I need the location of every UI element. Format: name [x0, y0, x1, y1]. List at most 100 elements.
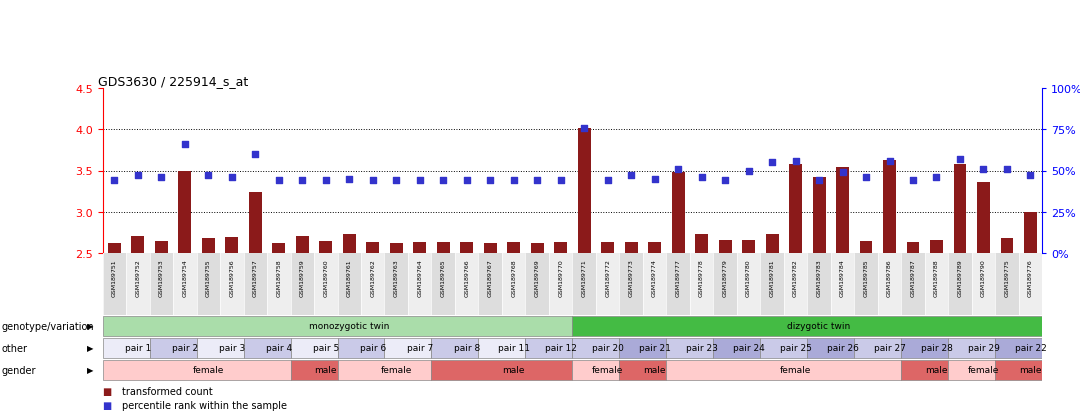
Text: GSM189789: GSM189789 — [958, 259, 962, 296]
Bar — [878, 254, 902, 315]
Bar — [760, 338, 808, 358]
Bar — [337, 338, 384, 358]
Text: pair 2: pair 2 — [172, 344, 198, 353]
Text: GSM189760: GSM189760 — [323, 259, 328, 296]
Point — [224, 174, 241, 181]
Point — [834, 169, 851, 176]
Point — [693, 174, 711, 181]
Bar — [902, 254, 924, 315]
Text: pair 6: pair 6 — [360, 344, 386, 353]
Text: GSM189780: GSM189780 — [746, 259, 751, 296]
Text: female: female — [592, 366, 623, 375]
Bar — [526, 338, 572, 358]
Text: male: male — [644, 366, 666, 375]
Text: genotype/variation: genotype/variation — [1, 321, 94, 331]
Text: GSM189776: GSM189776 — [1028, 259, 1032, 296]
Bar — [478, 254, 502, 315]
Bar — [972, 254, 996, 315]
Text: ■: ■ — [103, 400, 112, 410]
Text: GSM189768: GSM189768 — [511, 259, 516, 296]
Text: female: female — [780, 366, 811, 375]
Bar — [248, 192, 261, 254]
Bar — [320, 241, 333, 254]
Text: pair 4: pair 4 — [266, 344, 292, 353]
Bar — [108, 244, 121, 254]
Point — [411, 178, 429, 184]
Point — [434, 178, 451, 184]
Bar — [314, 254, 337, 315]
Bar — [860, 241, 873, 254]
Text: pair 5: pair 5 — [312, 344, 339, 353]
Text: GSM189759: GSM189759 — [300, 259, 305, 296]
Text: GSM189790: GSM189790 — [981, 259, 986, 296]
Bar — [948, 254, 972, 315]
Bar — [414, 243, 427, 254]
Bar — [342, 235, 355, 254]
Text: GSM189786: GSM189786 — [887, 259, 892, 296]
Point — [458, 178, 475, 184]
Bar — [361, 254, 384, 315]
Text: GSM189785: GSM189785 — [864, 259, 868, 296]
Bar — [149, 254, 173, 315]
Bar — [267, 254, 291, 315]
Point — [646, 176, 663, 183]
Point — [318, 178, 335, 184]
Text: GDS3630 / 225914_s_at: GDS3630 / 225914_s_at — [98, 75, 248, 88]
Bar — [1024, 212, 1037, 254]
Bar — [408, 254, 432, 315]
Text: pair 1: pair 1 — [124, 344, 151, 353]
Text: GSM189757: GSM189757 — [253, 259, 258, 296]
Bar — [789, 164, 802, 254]
Bar — [103, 254, 126, 315]
Text: pair 24: pair 24 — [732, 344, 765, 353]
Bar — [554, 243, 567, 254]
Point — [270, 178, 287, 184]
Point — [904, 178, 921, 184]
Bar — [672, 173, 685, 254]
Text: GSM189770: GSM189770 — [558, 259, 563, 296]
Point — [200, 172, 217, 178]
Bar — [455, 254, 478, 315]
Bar — [624, 243, 637, 254]
Bar — [197, 338, 244, 358]
Bar — [930, 240, 943, 254]
Text: pair 3: pair 3 — [218, 344, 245, 353]
Bar — [578, 128, 591, 254]
Point — [106, 178, 123, 184]
Text: GSM189782: GSM189782 — [793, 259, 798, 296]
Bar — [602, 243, 615, 254]
Text: GSM189761: GSM189761 — [347, 259, 352, 296]
Text: pair 27: pair 27 — [874, 344, 905, 353]
Bar — [572, 360, 620, 380]
Point — [998, 166, 1015, 173]
Text: ▶: ▶ — [87, 322, 94, 331]
Text: female: female — [380, 366, 411, 375]
Bar — [572, 338, 620, 358]
Bar — [154, 242, 167, 254]
Bar — [460, 243, 473, 254]
Bar — [812, 178, 825, 254]
Point — [975, 166, 993, 173]
Bar — [620, 254, 643, 315]
Bar — [666, 338, 714, 358]
Bar — [384, 338, 432, 358]
Bar — [854, 254, 878, 315]
Bar — [714, 254, 737, 315]
Text: GSM189766: GSM189766 — [464, 259, 469, 296]
Bar — [996, 360, 1042, 380]
Text: pair 26: pair 26 — [826, 344, 859, 353]
Bar — [737, 254, 760, 315]
Bar — [1000, 239, 1013, 254]
Point — [482, 178, 499, 184]
Bar — [103, 360, 291, 380]
Text: GSM189751: GSM189751 — [112, 259, 117, 296]
Point — [364, 178, 381, 184]
Text: GSM189771: GSM189771 — [582, 259, 586, 296]
Bar — [244, 338, 291, 358]
Point — [552, 178, 569, 184]
Text: pair 21: pair 21 — [638, 344, 671, 353]
Point — [951, 156, 969, 163]
Text: pair 7: pair 7 — [406, 344, 433, 353]
Text: GSM189762: GSM189762 — [370, 259, 375, 296]
Text: GSM189772: GSM189772 — [605, 259, 610, 296]
